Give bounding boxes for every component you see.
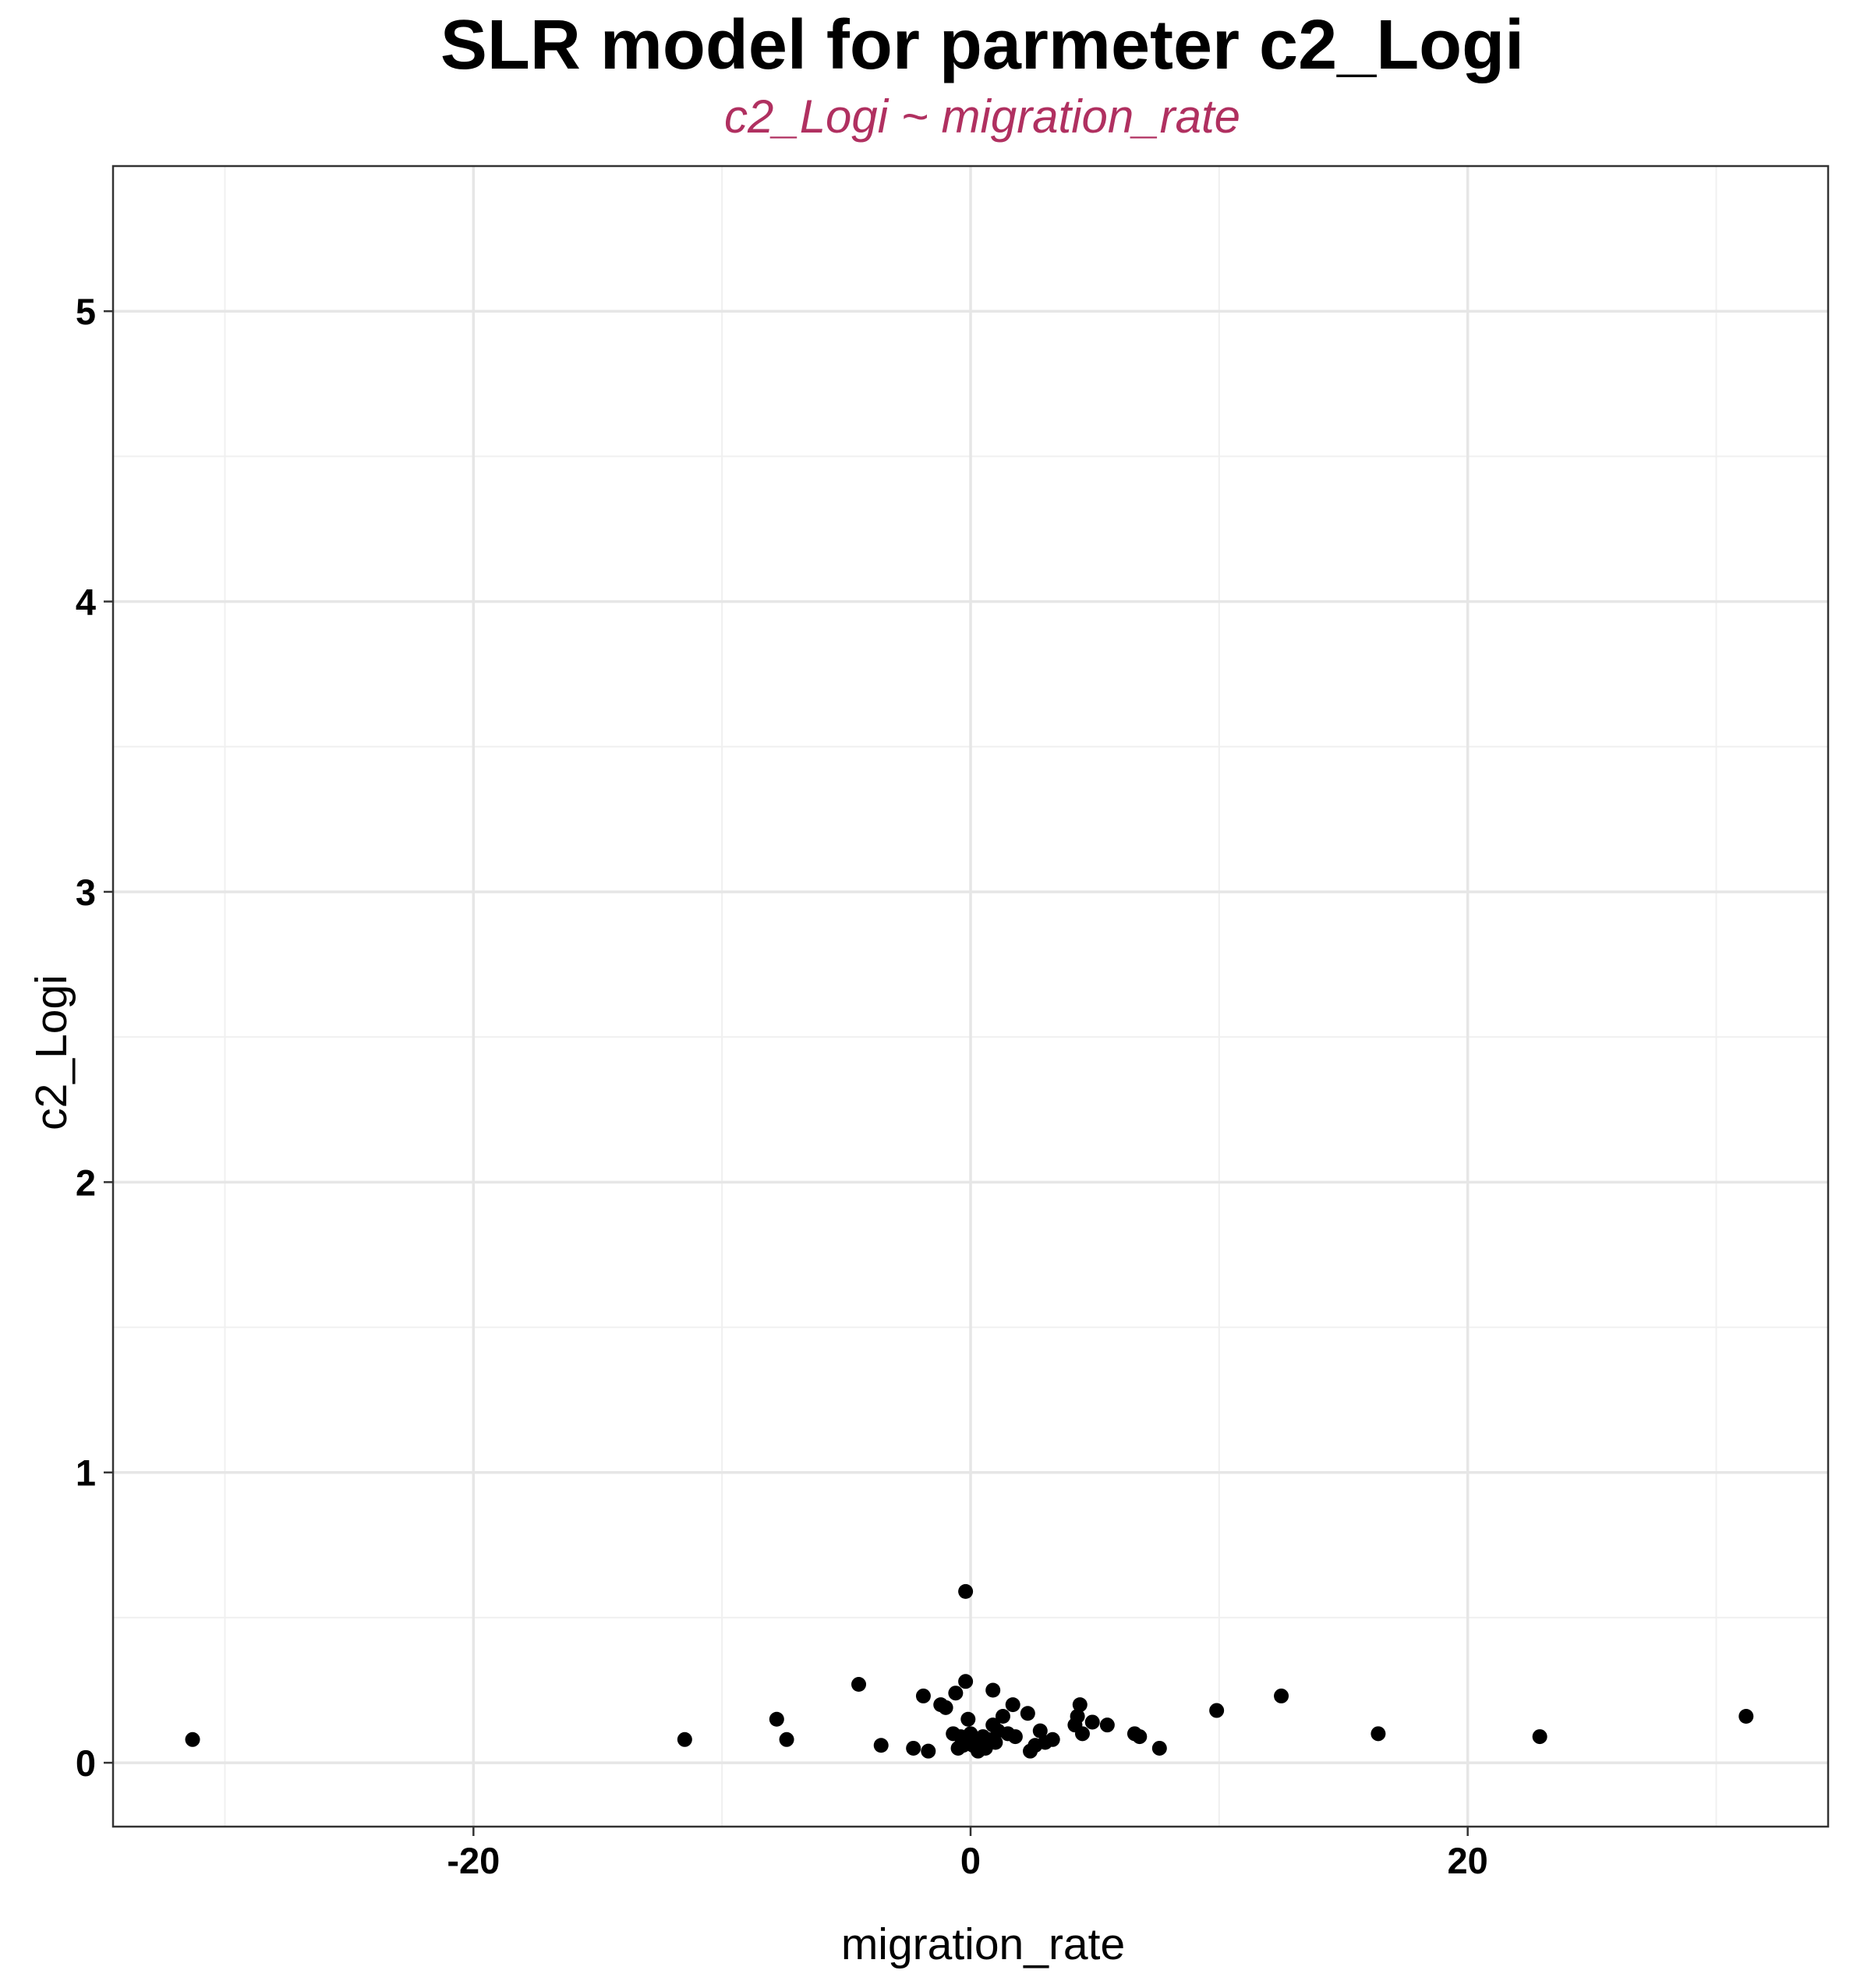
data-point xyxy=(1005,1697,1020,1713)
data-point xyxy=(1020,1706,1035,1721)
data-point xyxy=(1738,1708,1754,1724)
x-tick-label: 20 xyxy=(1448,1840,1488,1881)
data-point xyxy=(906,1740,921,1756)
x-tick-label: -20 xyxy=(447,1840,500,1881)
data-point xyxy=(988,1735,1003,1750)
data-point xyxy=(985,1682,1001,1698)
data-point xyxy=(851,1677,867,1693)
x-tick-label: 0 xyxy=(960,1840,981,1881)
data-point xyxy=(779,1732,794,1747)
data-point xyxy=(1132,1729,1148,1745)
data-point xyxy=(1099,1717,1115,1733)
y-tick-label: 1 xyxy=(76,1452,96,1494)
data-point xyxy=(938,1700,953,1715)
data-point xyxy=(1074,1726,1090,1742)
data-point xyxy=(1045,1732,1060,1747)
y-tick-label: 0 xyxy=(76,1742,96,1784)
data-point xyxy=(995,1708,1010,1724)
y-tick-label: 2 xyxy=(76,1162,96,1203)
data-point xyxy=(1274,1688,1289,1703)
data-point xyxy=(963,1726,978,1742)
data-point xyxy=(958,1674,974,1689)
data-point xyxy=(1072,1697,1088,1713)
data-point xyxy=(769,1711,784,1727)
data-point xyxy=(873,1738,889,1753)
data-point xyxy=(915,1688,931,1703)
data-point xyxy=(1371,1726,1386,1742)
data-point xyxy=(1084,1714,1100,1730)
data-point xyxy=(1032,1723,1048,1739)
y-tick-label: 4 xyxy=(76,582,96,623)
data-point xyxy=(1151,1740,1167,1756)
data-point xyxy=(1209,1703,1225,1718)
data-points xyxy=(185,1583,1754,1759)
chart-subtitle: c2_Logi ~ migration_rate xyxy=(724,90,1240,143)
data-point xyxy=(921,1743,936,1759)
data-point xyxy=(1532,1729,1547,1745)
chart-title: SLR model for parmeter c2_Logi xyxy=(440,6,1524,84)
data-point xyxy=(677,1732,692,1747)
axis-ticks: -20 0 20 0 1 2 3 4 5 xyxy=(76,291,1488,1881)
data-point xyxy=(960,1711,976,1727)
data-point xyxy=(1007,1729,1023,1745)
data-point xyxy=(958,1583,974,1599)
x-axis-label: migration_rate xyxy=(841,1919,1125,1969)
grid-lines xyxy=(113,166,1828,1827)
data-point xyxy=(948,1686,964,1701)
y-axis-label: c2_Logi xyxy=(27,975,76,1130)
data-point xyxy=(185,1732,200,1747)
y-tick-label: 3 xyxy=(76,872,96,913)
y-tick-label: 5 xyxy=(76,291,96,332)
data-point xyxy=(1070,1708,1085,1724)
